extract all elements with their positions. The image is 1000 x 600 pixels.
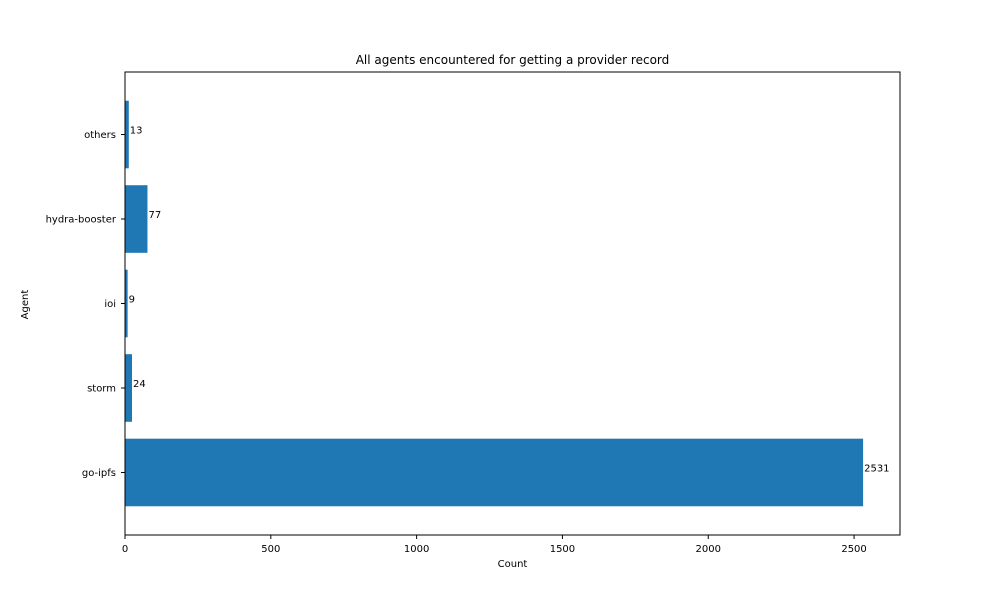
y-tick-label-go-ipfs: go-ipfs	[82, 468, 116, 479]
plot-area-frame	[124, 71, 901, 536]
x-tick-label-500: 500	[261, 544, 280, 555]
y-tick-label-others: others	[84, 130, 116, 141]
y-tick-label-hydra-booster: hydra-booster	[46, 215, 117, 226]
y-tick-label-ioi: ioi	[104, 299, 116, 310]
data-label-hydra-booster: 77	[148, 210, 161, 221]
data-label-ioi: 9	[129, 295, 135, 306]
data-label-go-ipfs: 2531	[864, 463, 889, 474]
bar-hydra-booster	[125, 185, 148, 253]
bar-others	[125, 100, 129, 169]
data-label-others: 13	[130, 126, 143, 137]
bar-storm	[125, 354, 132, 422]
y-tick-label-storm: storm	[87, 383, 116, 394]
chart-title: All agents encountered for getting a pro…	[356, 53, 670, 67]
bars-group	[125, 100, 864, 507]
data-labels-group: 2531 24 9 77 13	[129, 126, 890, 475]
x-tick-label-2000: 2000	[696, 544, 721, 555]
x-tick-label-1500: 1500	[550, 544, 575, 555]
x-axis: 0 500 1000 1500 2000 2500	[122, 535, 867, 555]
x-tick-label-0: 0	[122, 544, 128, 555]
x-tick-label-1000: 1000	[404, 544, 429, 555]
y-axis-label: Agent	[20, 290, 31, 320]
data-label-storm: 24	[133, 379, 146, 390]
x-axis-label: Count	[498, 559, 528, 570]
bar-ioi	[125, 269, 128, 338]
bar-go-ipfs	[125, 438, 864, 507]
y-axis: go-ipfs storm ioi hydra-booster others	[46, 130, 125, 479]
x-tick-label-2500: 2500	[841, 544, 866, 555]
